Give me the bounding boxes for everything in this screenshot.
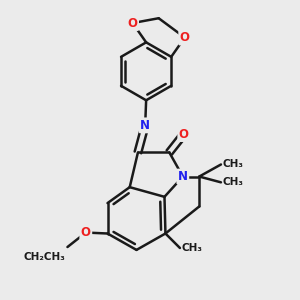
Text: O: O <box>128 16 138 30</box>
Text: CH₃: CH₃ <box>182 243 203 253</box>
Text: O: O <box>180 31 190 44</box>
Text: CH₂CH₃: CH₂CH₃ <box>24 252 65 262</box>
Text: CH₃: CH₃ <box>223 177 244 187</box>
Text: N: N <box>178 170 188 183</box>
Text: O: O <box>179 128 189 141</box>
Text: CH₃: CH₃ <box>223 160 244 170</box>
Text: O: O <box>81 226 91 239</box>
Text: N: N <box>140 119 150 132</box>
